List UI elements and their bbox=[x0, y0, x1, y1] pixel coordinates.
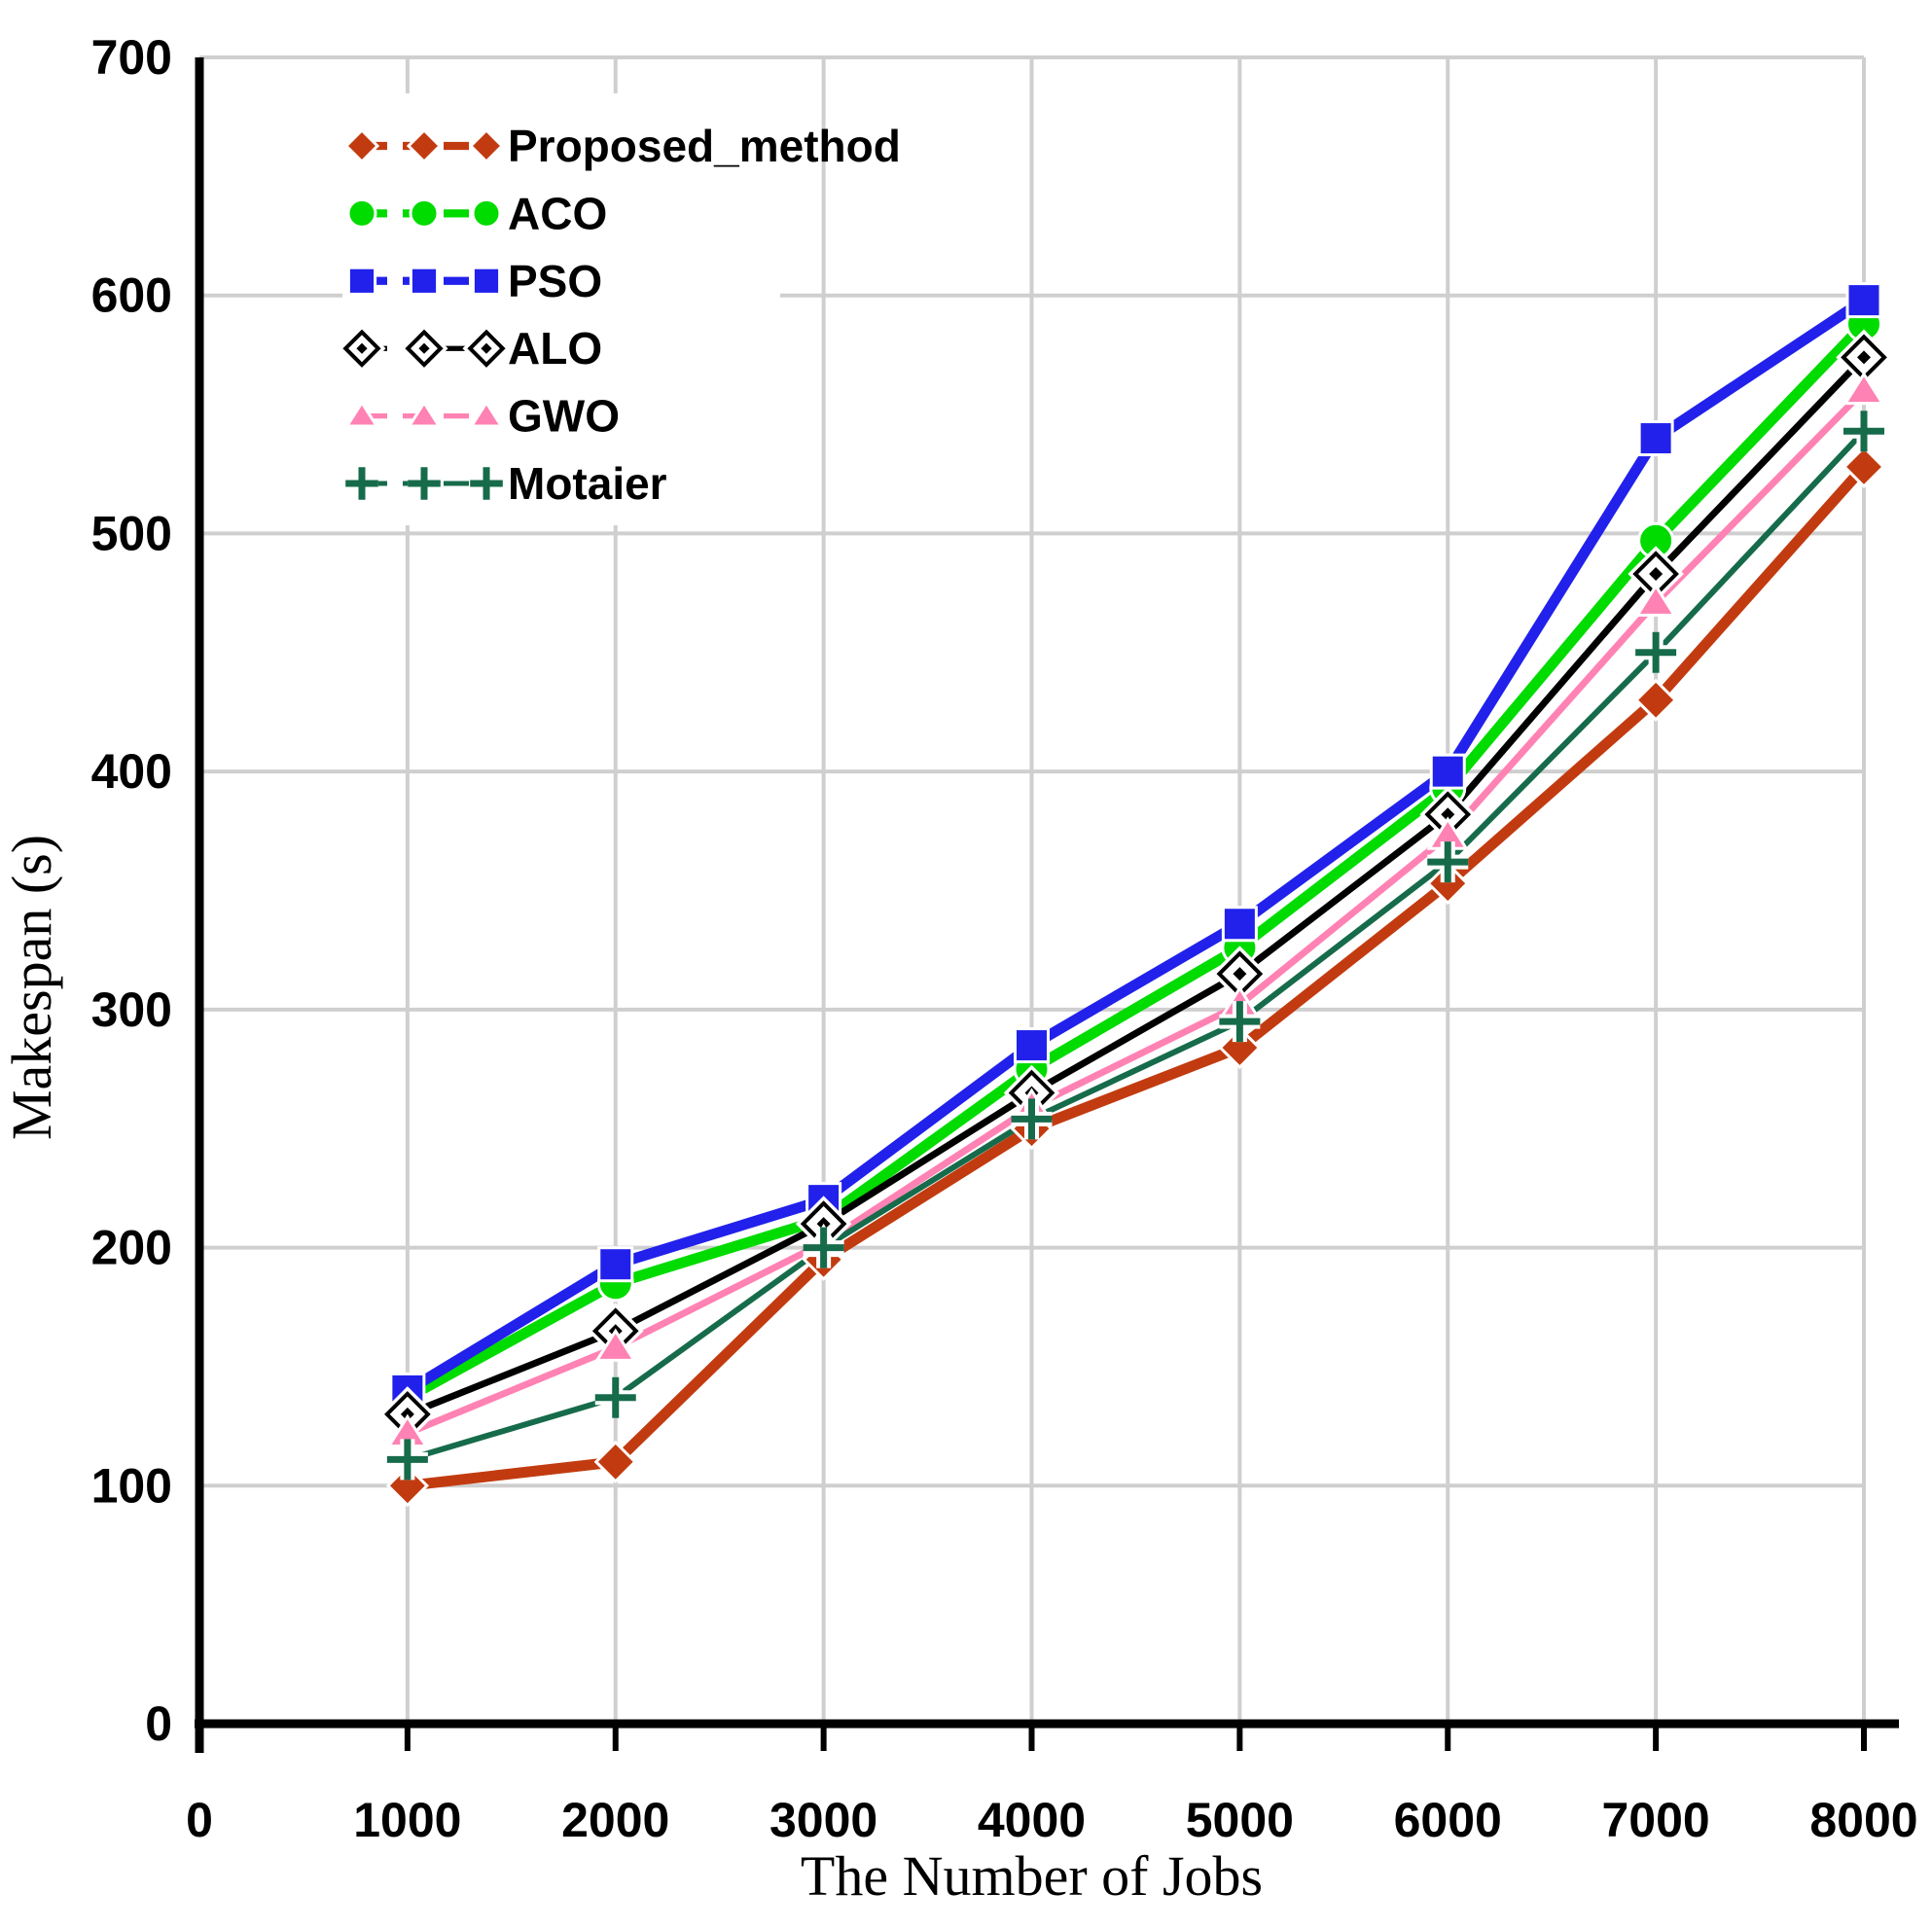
triangle-marker bbox=[594, 1328, 637, 1362]
series-line-motaier bbox=[407, 429, 1867, 1463]
triangle-marker bbox=[1634, 583, 1677, 617]
y-tick-label: 700 bbox=[91, 30, 172, 85]
plus-marker bbox=[803, 1227, 844, 1268]
circle-marker bbox=[409, 197, 440, 229]
plus-marker bbox=[470, 467, 503, 500]
series-line-proposed_method bbox=[407, 463, 1869, 1491]
legend-item-aco: ACO bbox=[346, 188, 607, 238]
y-tick-label: 200 bbox=[91, 1221, 172, 1275]
x-tick-label: 4000 bbox=[978, 1793, 1086, 1847]
open-diamond-dot bbox=[1857, 350, 1871, 365]
legend-item-gwo: GWO bbox=[344, 391, 620, 442]
x-tick-label: 3000 bbox=[769, 1793, 877, 1847]
circle-marker bbox=[471, 197, 502, 229]
x-tick-label: 8000 bbox=[1809, 1793, 1917, 1847]
series-line-gwo bbox=[406, 388, 1867, 1437]
open-diamond-dot bbox=[1649, 567, 1664, 582]
plus-marker bbox=[1635, 631, 1677, 673]
open-diamond-dot bbox=[1233, 967, 1247, 982]
series-line-alo bbox=[406, 354, 1867, 1418]
square-marker bbox=[409, 266, 440, 296]
x-tick-label: 2000 bbox=[561, 1793, 669, 1847]
legend-label: Proposed_method bbox=[508, 121, 901, 171]
triangle-marker bbox=[469, 400, 504, 428]
square-marker bbox=[1429, 753, 1466, 790]
y-tick-label: 0 bbox=[145, 1696, 172, 1751]
plus-marker bbox=[594, 1376, 636, 1418]
diamond-marker bbox=[1842, 445, 1886, 489]
diamond-marker bbox=[1218, 1025, 1262, 1070]
diamond-marker bbox=[593, 1440, 637, 1483]
legend-item-pso: PSO bbox=[346, 256, 602, 306]
circle-marker bbox=[346, 197, 377, 229]
diamond-marker bbox=[406, 127, 443, 164]
y-tick-labels: 0 100 200 300 400 500 600 700 bbox=[91, 30, 172, 1751]
y-axis-title: Makespan (s) bbox=[0, 835, 63, 1140]
series-lines bbox=[405, 296, 1869, 1491]
x-tick-labels: 0 1000 2000 3000 4000 5000 6000 7000 8000 bbox=[186, 1793, 1918, 1847]
y-tick-label: 100 bbox=[91, 1458, 172, 1513]
legend-item-proposed_method: Proposed_method bbox=[343, 121, 901, 171]
legend-label: GWO bbox=[508, 391, 620, 442]
x-axis-title: The Number of Jobs bbox=[801, 1844, 1263, 1908]
legend-item-motaier: Motaier bbox=[345, 458, 667, 509]
square-marker bbox=[1845, 282, 1882, 319]
square-marker bbox=[1221, 906, 1258, 943]
axes bbox=[195, 57, 1899, 1753]
open-diamond-dot bbox=[356, 342, 368, 354]
diamond-marker bbox=[1634, 678, 1678, 722]
legend-label: ALO bbox=[508, 323, 602, 374]
legend-label: Motaier bbox=[508, 458, 667, 509]
plus-marker bbox=[1843, 411, 1884, 452]
square-marker bbox=[1014, 1027, 1050, 1064]
x-tick-label: 1000 bbox=[353, 1793, 461, 1847]
open-diamond-dot bbox=[481, 342, 492, 354]
legend: Proposed_method ACO PSO ALO GWO Motaier bbox=[338, 93, 901, 525]
open-diamond-dot bbox=[418, 342, 430, 354]
plus-marker bbox=[408, 467, 441, 500]
series-line-pso bbox=[405, 296, 1868, 1396]
y-tick-label: 300 bbox=[91, 982, 172, 1037]
legend-item-alo: ALO bbox=[338, 323, 602, 374]
diamond-marker bbox=[343, 127, 380, 164]
y-tick-label: 500 bbox=[91, 506, 172, 560]
triangle-marker bbox=[344, 400, 379, 428]
x-tick-label: 7000 bbox=[1602, 1793, 1710, 1847]
plus-marker bbox=[1427, 841, 1469, 883]
legend-background bbox=[342, 93, 780, 525]
plus-marker bbox=[345, 467, 378, 500]
triangle-marker bbox=[1843, 371, 1885, 406]
x-tick-label: 6000 bbox=[1394, 1793, 1502, 1847]
diamond-marker bbox=[1426, 862, 1470, 906]
y-tick-label: 600 bbox=[91, 268, 172, 323]
triangle-marker bbox=[407, 400, 442, 428]
square-marker bbox=[346, 266, 377, 296]
legend-label: PSO bbox=[508, 256, 602, 306]
diamond-marker bbox=[468, 127, 505, 164]
series-markers-motaier bbox=[386, 411, 1884, 1481]
square-marker bbox=[471, 266, 502, 296]
square-marker bbox=[597, 1246, 634, 1283]
plus-marker bbox=[1219, 1001, 1261, 1043]
y-tick-label: 400 bbox=[91, 744, 172, 799]
plus-marker bbox=[386, 1439, 428, 1481]
series-line-aco bbox=[405, 320, 1868, 1403]
square-marker bbox=[1637, 420, 1674, 457]
axis-titles: The Number of Jobs Makespan (s) bbox=[0, 835, 1263, 1908]
diamond-marker bbox=[385, 1464, 429, 1508]
plus-marker bbox=[1011, 1098, 1053, 1140]
x-tick-label: 0 bbox=[186, 1793, 213, 1847]
open-diamond-dot bbox=[1441, 807, 1455, 822]
legend-label: ACO bbox=[508, 188, 607, 238]
x-tick-label: 5000 bbox=[1186, 1793, 1294, 1847]
